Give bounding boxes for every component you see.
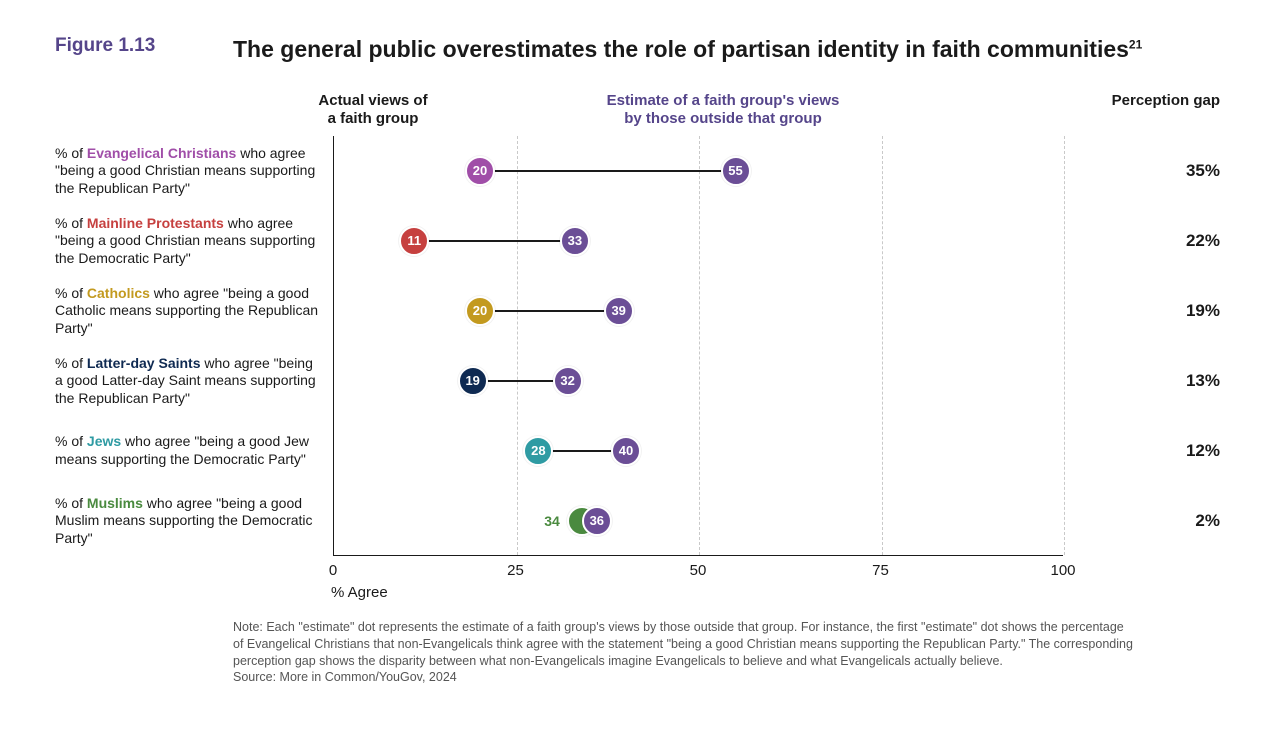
figure-label: Figure 1.13 bbox=[55, 35, 233, 57]
plot-area: 205511332039193228403436 bbox=[333, 136, 1063, 556]
connector-line bbox=[480, 310, 619, 312]
actual-dot: 20 bbox=[465, 156, 495, 186]
row-track: 2039 bbox=[334, 276, 1063, 346]
chart-area: % of Evangelical Christians who agree "b… bbox=[55, 136, 1230, 601]
actual-dot: 28 bbox=[523, 436, 553, 466]
perception-gap-value: 2% bbox=[1195, 486, 1220, 556]
legend-gap: Perception gap bbox=[1112, 92, 1230, 128]
figure-container: Figure 1.13 The general public overestim… bbox=[0, 0, 1285, 706]
perception-gap-value: 22% bbox=[1186, 206, 1220, 276]
row-label: % of Latter-day Saints who agree "being … bbox=[55, 346, 333, 416]
x-tick-label: 50 bbox=[690, 562, 707, 579]
legend-row: Actual views ofa faith group Estimate of… bbox=[233, 92, 1230, 128]
legend-actual: Actual views ofa faith group bbox=[233, 92, 553, 128]
estimate-dot: 32 bbox=[553, 366, 583, 396]
row-track: 2055 bbox=[334, 136, 1063, 206]
row-label: % of Jews who agree "being a good Jew me… bbox=[55, 416, 333, 486]
plot-column: 205511332039193228403436 0255075100 % Ag… bbox=[333, 136, 1063, 601]
row-label: % of Muslims who agree "being a good Mus… bbox=[55, 486, 333, 556]
perception-gap-value: 13% bbox=[1186, 346, 1220, 416]
x-axis-ticks: 0255075100 bbox=[333, 556, 1063, 582]
estimate-dot: 36 bbox=[582, 506, 612, 536]
perception-gap-value: 19% bbox=[1186, 276, 1220, 346]
group-name: Muslims bbox=[87, 495, 143, 511]
title-text: The general public overestimates the rol… bbox=[233, 36, 1129, 62]
legend-estimate: Estimate of a faith group's viewsby thos… bbox=[553, 92, 893, 128]
group-name: Catholics bbox=[87, 285, 150, 301]
row-track: 1932 bbox=[334, 346, 1063, 416]
connector-line bbox=[414, 240, 575, 242]
estimate-dot: 39 bbox=[604, 296, 634, 326]
group-name: Jews bbox=[87, 433, 121, 449]
estimate-dot: 40 bbox=[611, 436, 641, 466]
group-name: Mainline Protestants bbox=[87, 215, 224, 231]
perception-gap-value: 12% bbox=[1186, 416, 1220, 486]
connector-line bbox=[480, 170, 736, 172]
x-tick-label: 0 bbox=[329, 562, 337, 579]
group-name: Latter-day Saints bbox=[87, 355, 201, 371]
x-tick-label: 25 bbox=[507, 562, 524, 579]
gap-column: 35%22%19%13%12%2% bbox=[1063, 136, 1230, 601]
row-label: % of Catholics who agree "being a good C… bbox=[55, 276, 333, 346]
actual-dot: 11 bbox=[399, 226, 429, 256]
row-label: % of Mainline Protestants who agree "bei… bbox=[55, 206, 333, 276]
row-track: 34 36 bbox=[334, 486, 1063, 556]
actual-value-label: 34 bbox=[544, 513, 560, 529]
group-name: Evangelical Christians bbox=[87, 145, 236, 161]
title-superscript: 21 bbox=[1129, 37, 1142, 51]
actual-dot: 20 bbox=[465, 296, 495, 326]
row-labels-column: % of Evangelical Christians who agree "b… bbox=[55, 136, 333, 601]
row-label: % of Evangelical Christians who agree "b… bbox=[55, 136, 333, 206]
x-axis-label: % Agree bbox=[331, 584, 1063, 601]
actual-dot: 19 bbox=[458, 366, 488, 396]
estimate-dot: 55 bbox=[721, 156, 751, 186]
estimate-dot: 33 bbox=[560, 226, 590, 256]
footnote: Note: Each "estimate" dot represents the… bbox=[233, 619, 1133, 687]
x-tick-label: 75 bbox=[872, 562, 889, 579]
row-track: 28 40 bbox=[334, 416, 1063, 486]
figure-title: The general public overestimates the rol… bbox=[233, 35, 1142, 64]
row-track: 11 33 bbox=[334, 206, 1063, 276]
header-row: Figure 1.13 The general public overestim… bbox=[55, 35, 1230, 64]
perception-gap-value: 35% bbox=[1186, 136, 1220, 206]
